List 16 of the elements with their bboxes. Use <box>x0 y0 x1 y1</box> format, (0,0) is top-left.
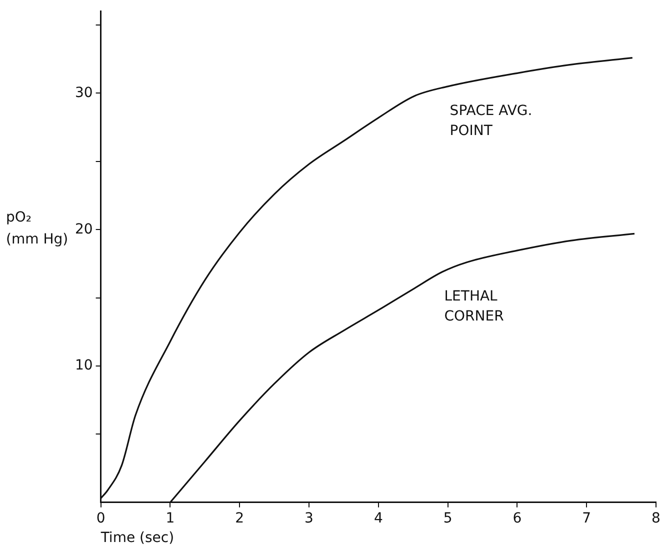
x-tick-label: 4 <box>374 510 383 526</box>
x-axis-title: Time (sec) <box>100 530 174 546</box>
x-tick-label: 0 <box>96 510 106 526</box>
y-tick-label: 20 <box>74 221 93 238</box>
x-tick-label: 2 <box>235 510 244 526</box>
y-tick-label: 30 <box>74 84 93 101</box>
x-tick-label: 6 <box>512 510 522 526</box>
series-label: SPACE AVG. POINT <box>450 103 532 140</box>
y-axis-title: pO₂ (mm Hg) <box>6 209 68 248</box>
x-tick-label: 5 <box>443 510 452 526</box>
x-tick-label: 8 <box>652 510 660 526</box>
x-tick-label: 3 <box>304 510 314 526</box>
x-tick-label: 1 <box>166 510 175 526</box>
series-label: LETHAL CORNER <box>444 288 504 325</box>
x-tick-label: 7 <box>582 510 592 526</box>
y-tick-label: 10 <box>74 358 93 374</box>
